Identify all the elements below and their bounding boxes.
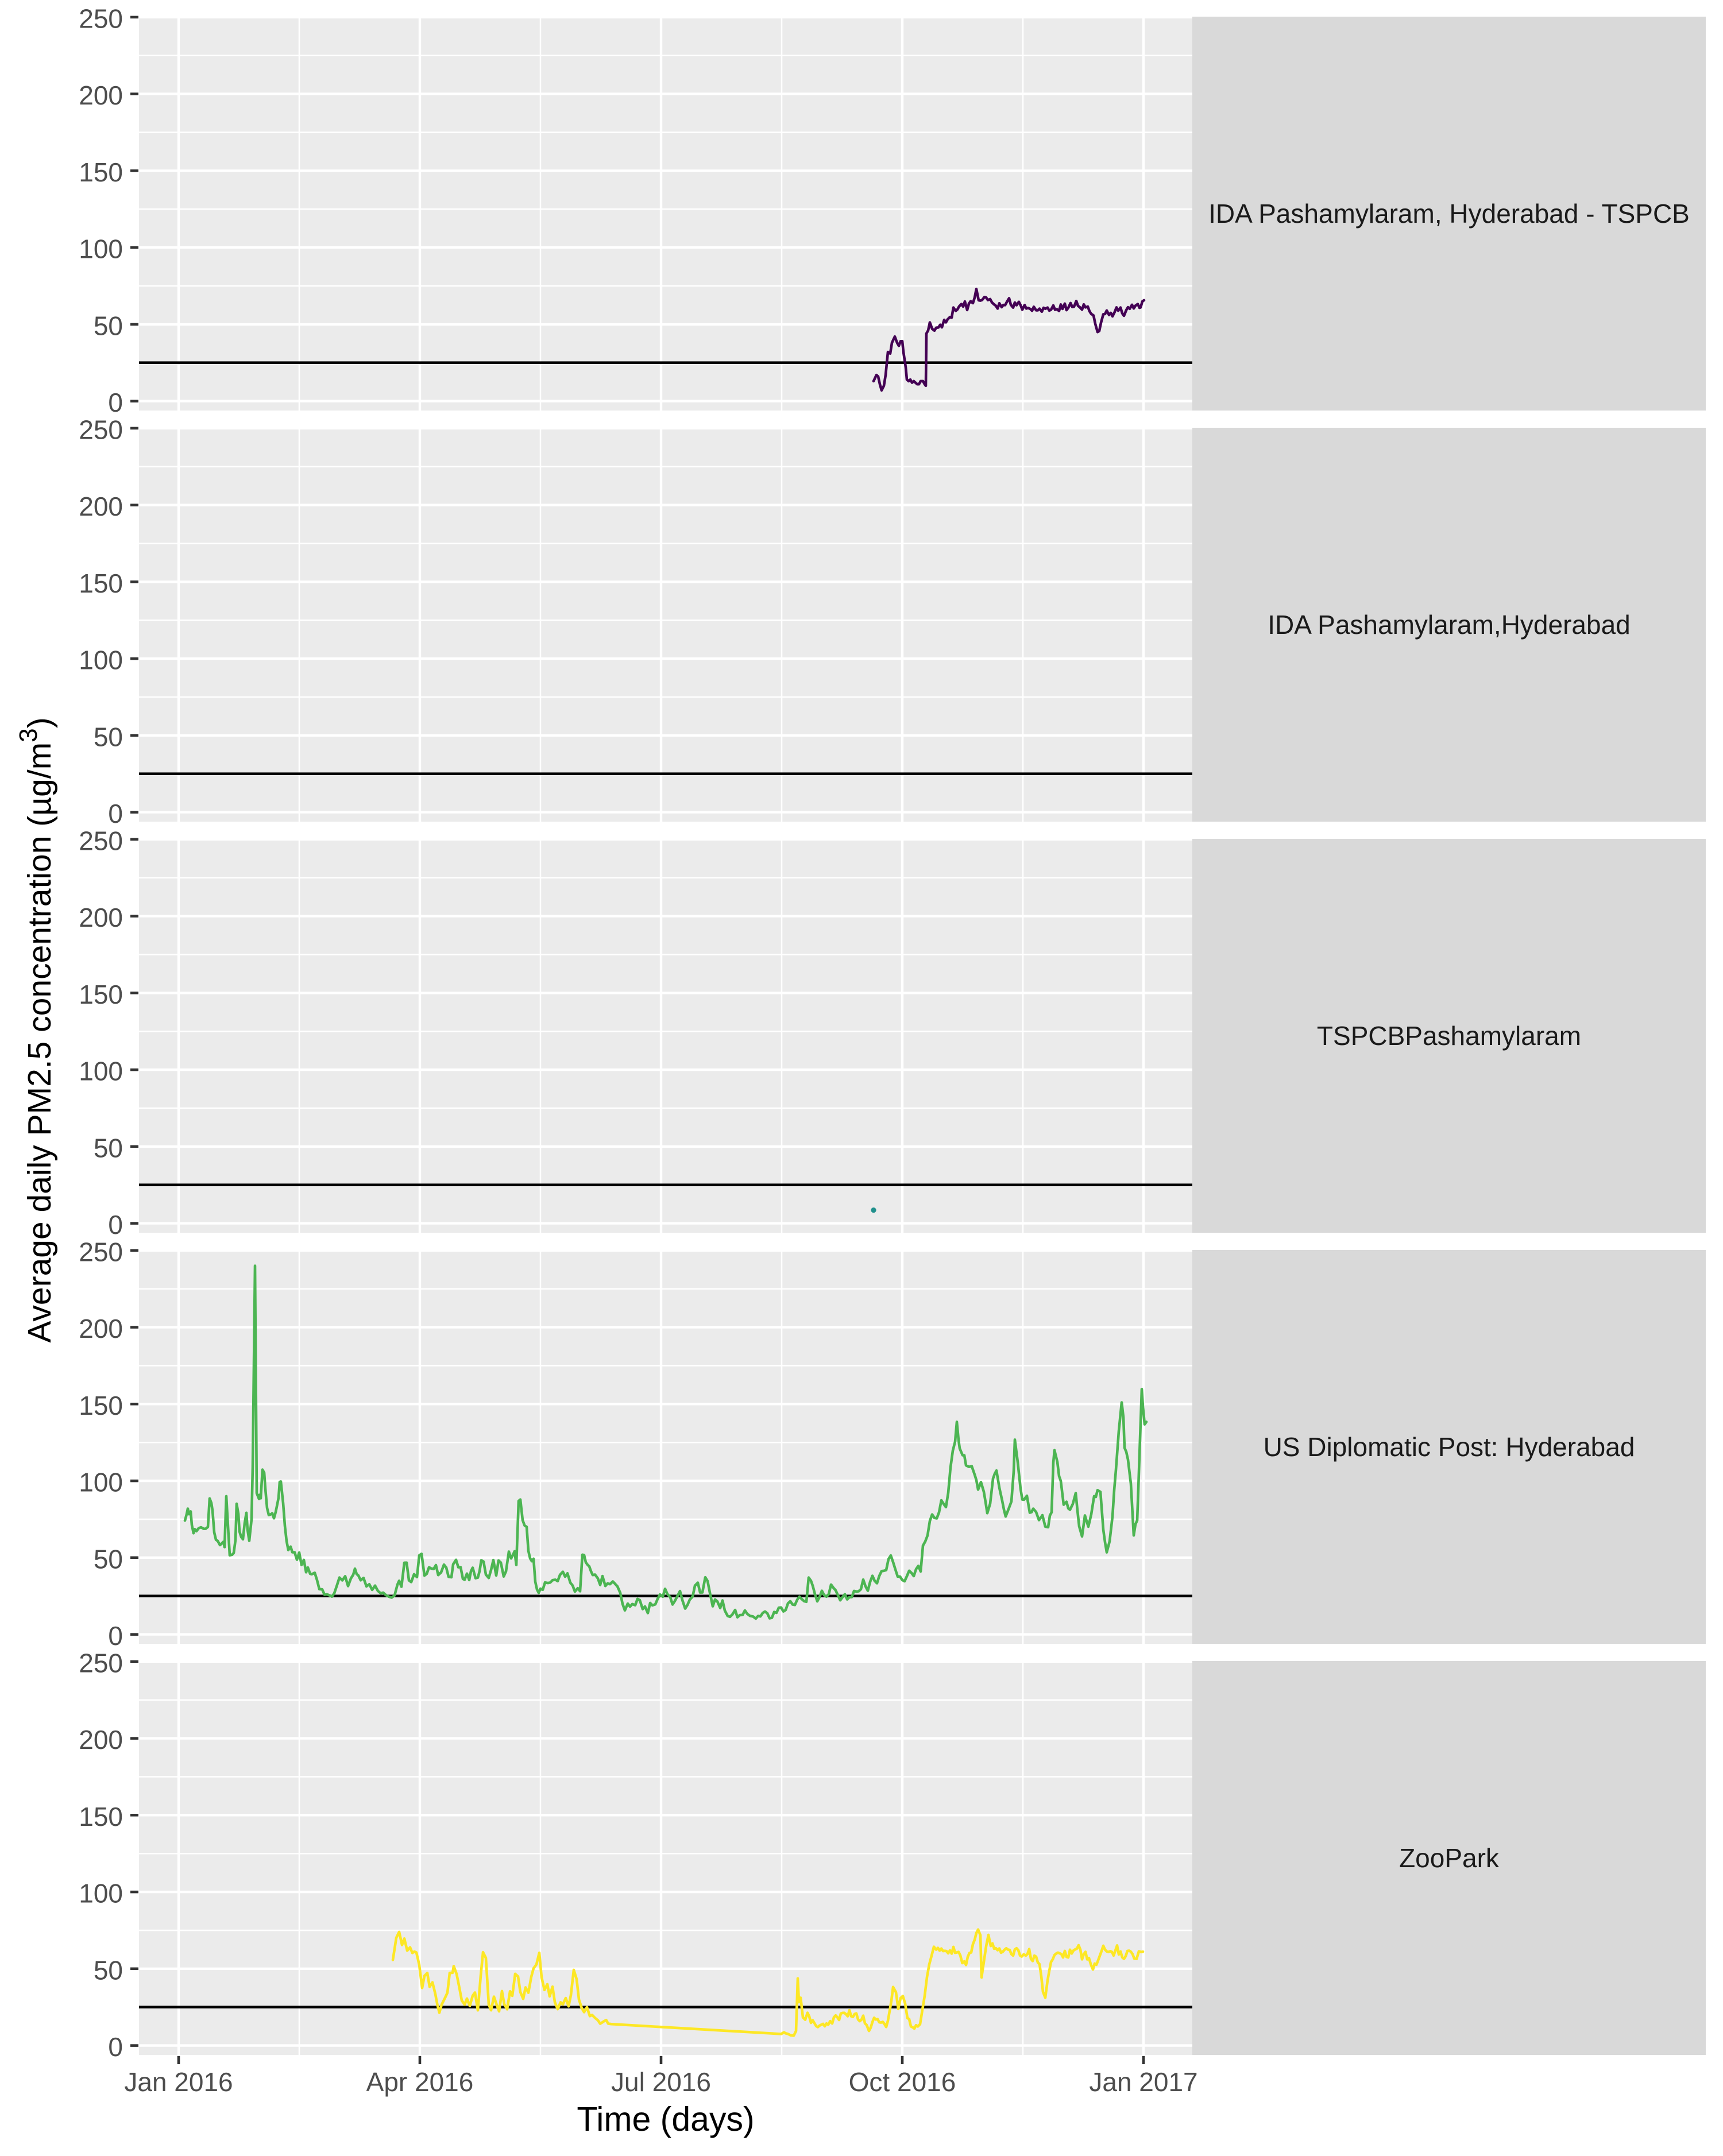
svg-text:100: 100	[79, 1056, 123, 1086]
svg-text:200: 200	[79, 1725, 123, 1755]
svg-text:ZooPark: ZooPark	[1399, 1843, 1500, 1873]
svg-text:0: 0	[108, 2032, 123, 2062]
svg-text:Oct 2016: Oct 2016	[849, 2067, 956, 2097]
svg-text:50: 50	[94, 1955, 123, 1985]
svg-text:Jan 2017: Jan 2017	[1089, 2067, 1197, 2097]
svg-text:Jul 2016: Jul 2016	[611, 2067, 711, 2097]
svg-text:IDA Pashamylaram, Hyderabad -: IDA Pashamylaram, Hyderabad - TSPCB	[1208, 199, 1690, 229]
svg-text:100: 100	[79, 645, 123, 675]
svg-text:Average daily PM2.5 concentrat: Average daily PM2.5 concentration (µg/m3…	[14, 717, 58, 1342]
svg-text:50: 50	[94, 1544, 123, 1574]
svg-text:150: 150	[79, 568, 123, 598]
svg-text:200: 200	[79, 1314, 123, 1344]
svg-text:200: 200	[79, 80, 123, 110]
svg-text:250: 250	[79, 826, 123, 856]
svg-text:IDA Pashamylaram,Hyderabad: IDA Pashamylaram,Hyderabad	[1268, 610, 1631, 640]
svg-text:150: 150	[79, 157, 123, 187]
svg-text:US Diplomatic Post: Hyderabad: US Diplomatic Post: Hyderabad	[1264, 1432, 1635, 1462]
svg-text:0: 0	[108, 799, 123, 829]
svg-text:Apr 2016: Apr 2016	[366, 2067, 474, 2097]
svg-text:50: 50	[94, 722, 123, 752]
svg-text:150: 150	[79, 1391, 123, 1420]
svg-text:200: 200	[79, 903, 123, 932]
svg-text:250: 250	[79, 3, 123, 33]
svg-text:150: 150	[79, 1802, 123, 1832]
svg-text:150: 150	[79, 980, 123, 1009]
svg-text:Time (days): Time (days)	[577, 2100, 754, 2138]
svg-text:TSPCBPashamylaram: TSPCBPashamylaram	[1317, 1021, 1581, 1051]
svg-text:100: 100	[79, 1879, 123, 1909]
svg-text:250: 250	[79, 1648, 123, 1678]
svg-text:250: 250	[79, 1237, 123, 1267]
svg-text:200: 200	[79, 491, 123, 521]
svg-text:0: 0	[108, 1210, 123, 1240]
svg-text:50: 50	[94, 311, 123, 340]
svg-text:100: 100	[79, 234, 123, 264]
svg-text:0: 0	[108, 388, 123, 417]
svg-text:100: 100	[79, 1468, 123, 1497]
svg-text:Jan 2016: Jan 2016	[124, 2067, 233, 2097]
svg-text:0: 0	[108, 1621, 123, 1651]
svg-text:50: 50	[94, 1133, 123, 1163]
svg-text:250: 250	[79, 415, 123, 444]
